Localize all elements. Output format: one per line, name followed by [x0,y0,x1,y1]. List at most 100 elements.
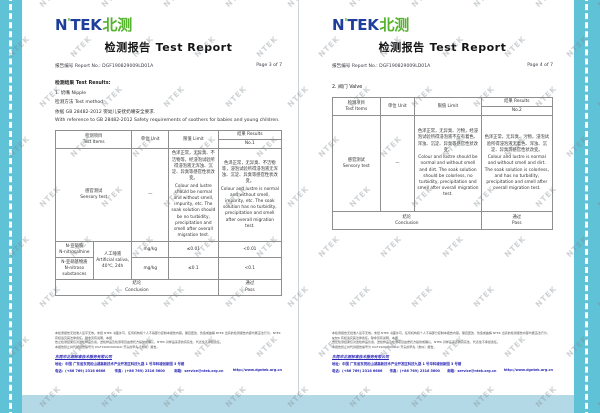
cell-limit-nitroso: ≤0.1 [168,257,219,281]
cell-unit-nitroso: mg/kg [131,257,170,281]
logo-text-beice: 北测 [102,16,133,34]
logo-text-n: N [55,16,68,34]
cell-conclusion-value: 通过 Pass [217,279,283,296]
logo-text-beice: 北测 [379,16,410,34]
cell-unit-sensory: — [131,148,170,243]
company-contact-row: 电话：(+86 769) 2316 6666 传真：(+86 769) 2316… [55,368,282,373]
report-number-label: 报告编号 Report No.: [55,64,101,69]
cell-result-nitrosamine: <0.01 [217,241,283,259]
table-row-nitrosamine: N-亚硝胺 N-nitrosamine 人工唾液 Artificial sali… [55,241,283,281]
cell-item-sensory: 感官测试 Sensory test [332,115,381,213]
report-meta-row: 报告编号 Report No.: DGF190829009LD01A Page … [332,63,553,69]
teal-edge-band-right [574,0,600,413]
cell-limit-sensory: 色泽正常，无异臭、不洁物等，经浸泡试验所得浸泡液无浑浊、沉淀、异臭等感官性状改变… [168,148,219,243]
col-header-test-items: 检测项目 Test Items [54,129,133,150]
col-header-sample-no: No.2 [480,106,554,117]
report-number: 报告编号 Report No.: DGF190829009LD01A [55,63,153,69]
col-header-sample-no: No.1 [217,139,283,150]
test-method-en: With reference to GB 28482-2012 Safety r… [55,118,280,123]
company-website: http://www.dgntek.org.cn [232,367,282,372]
col-header-results: 结果 Results [480,96,554,108]
page-4-content: N'TEK北测 检测报告 Test Report 报告编号 Report No.:… [299,16,574,231]
logo-tick-mark: ' [344,16,348,29]
col-header-limit: 限值 Limit [414,96,482,117]
logo-text-n: N [332,16,345,34]
test-results-table-valve: 检测项目 Test Items 单位 Unit 限值 Limit 结果 Resu… [332,96,554,231]
logo-tick-mark: ' [67,16,71,29]
test-results-heading: 检测结果 Test Results: [55,81,111,86]
company-fax: 传真：(+86 769) 2316 5600 [389,368,440,373]
col-header-unit: 单位 Unit [131,129,170,150]
disclaimer-line: 本检测报告无批准人签字无效。未经 NTEK 书面许可，任何机构和个人不得部分复制… [332,331,550,340]
disclaimer-line: 本报告终止并代替报告编号为 DGF190829009LD 开头的早先（类似）报告… [332,344,437,349]
company-fax: 传真：(+86 769) 2316 5600 [114,368,165,373]
disclaimer-line: 告之检测结果仅对送检样品负责，送检样品及检测项目由委托方提供或确认，NTEK 对… [55,340,223,345]
cell-unit-nitrosamine: mg/kg [131,241,170,259]
company-phone: 电话：(+86 769) 2316 6666 [55,368,106,373]
report-number-value: DGF190829009LD01A [102,64,154,69]
page-indicator: Page 3 of 7 [256,63,282,68]
cell-conclusion-label: 结论 Conclusion [55,279,219,296]
report-title-en: Test Report [155,41,233,54]
table-row-conclusion: 结论 Conclusion 通过 Pass [55,279,283,296]
cell-conclusion-label: 结论 Conclusion [332,211,482,231]
cell-item-nitroso: N-亚硝基物质 N-nitroso substances [55,257,94,281]
limit-sensory-en: Colour and lustre should be normal and w… [171,183,216,239]
sample-item-label: 1. 奶嘴 Nipple [55,90,87,96]
page-indicator: Page 4 of 7 [527,63,553,68]
logo-text-tek: TEK [70,16,102,34]
company-address: 地址：中国 广东省东莞松山湖高新技术产业开发区科技九路 1 号华科城创新园 3 … [55,362,185,367]
cell-condition-saliva: 人工唾液 Artificial saliva, 40℃, 24h [92,241,133,281]
document-sheet: N'TEK北测 检测报告 Test Report 报告编号 Report No.:… [22,0,574,395]
company-contact-row: 电话：(+86 769) 2316 6666 传真：(+86 769) 2316… [332,368,553,373]
logo-text-tek: TEK [347,16,379,34]
page-footer: 本检测报告无批准人签字无效。未经 NTEK 书面许可，任何机构和个人不得部分复制… [55,331,282,373]
test-method-label: 检测方法 Test method: [55,100,105,105]
limit-sensory-cn: 色泽正常，无异臭、污物，经浸泡试验所得浸泡液不应有着色、浑浊、沉淀、异臭等感官性… [417,129,478,153]
table-row-sensory: 感官测试 Sensory test — 色泽正常，无异臭、不洁物等，经浸泡试验所… [54,148,283,243]
cell-conclusion-value: 通过 Pass [480,211,554,231]
page-footer: 本检测报告无批准人签字无效。未经 NTEK 书面许可，任何机构和个人不得部分复制… [332,331,553,373]
limit-sensory-cn: 色泽正常，无异臭、不洁物等，经浸泡试验所得浸泡液无浑浊、沉淀、异臭等感官性状改变… [171,151,215,182]
cell-item-nitrosamine: N-亚硝胺 N-nitrosamine [55,241,94,259]
col-header-test-items: 检测项目 Test Items [332,96,381,117]
report-title: 检测报告 Test Report [55,39,282,55]
cell-limit-nitrosamine: ≤0.01 [168,241,219,259]
result-sensory-cn: 色泽正常，无异臭、污物，浸泡试验所得浸泡液无着色、浑浊、沉淀、异臭等感官性状改变… [484,135,550,153]
cell-limit-sensory: 色泽正常，无异臭、污物，经浸泡试验所得浸泡液不应有着色、浑浊、沉淀、异臭等感官性… [414,115,482,213]
limit-sensory-en: Colour and lustre should be normal and w… [417,155,479,198]
company-name: 东莞市北测标准技术服务有限公司 [55,353,112,359]
ntek-logo: N'TEK北测 [55,16,282,36]
result-sensory-cn: 色泽正常，无异臭、不洁物等，浸泡试验所得浸泡液无浑浊、沉淀、异臭等感官性状改变。 [221,160,278,185]
report-page-3: N'TEK北测 检测报告 Test Report 报告编号 Report No.:… [22,0,298,395]
dashed-cut-line [9,0,12,413]
table-row-sensory: 感官测试 Sensory test — 色泽正常，无异臭、污物，经浸泡试验所得浸… [332,115,554,213]
page-3-content: N'TEK北测 检测报告 Test Report 报告编号 Report No.:… [22,16,298,296]
col-header-limit: 限值 Limit [168,129,219,150]
report-title-cn: 检测报告 [378,41,425,54]
table-row-nitroso: N-亚硝基物质 N-nitroso substances mg/kg ≤0.1 … [55,257,283,281]
report-number-value: DGF190829009LD01A [379,64,431,69]
col-header-unit: 单位 Unit [379,96,416,117]
table-row-conclusion: 结论 Conclusion 通过 Pass [332,211,554,231]
result-sensory-en: Colour and lustre is normal and without … [220,186,279,229]
report-title-cn: 检测报告 [104,41,151,54]
company-email: 邮箱：service@ntek.org.cn [447,368,497,373]
disclaimer-line: 本检测报告无批准人签字无效。未经 NTEK 书面许可，任何机构和个人不得部分复制… [55,331,281,340]
test-results-table-nipple: 检测项目 Test Items 单位 Unit 限值 Limit 结果 Resu… [54,129,283,296]
company-name: 东莞市北测标准技术服务有限公司 [332,353,389,359]
report-number-label: 报告编号 Report No.: [332,64,378,69]
col-header-results: 结果 Results [217,129,283,141]
cell-result-sensory: 色泽正常，无异臭、污物，浸泡试验所得浸泡液无着色、浑浊、沉淀、异臭等感官性状改变… [480,115,554,213]
cell-result-nitroso: <0.1 [217,257,283,281]
report-number: 报告编号 Report No.: DGF190829009LD01A [332,63,430,69]
dashed-cut-line [585,0,588,413]
report-title: 检测报告 Test Report [332,39,553,55]
company-phone: 电话：(+86 769) 2316 6666 [332,368,383,373]
sample-item-label: 2. 阀门 Valve [332,85,363,90]
result-sensory-en: Colour and lustre is normal and without … [484,155,549,192]
disclaimer-line: 本报告终止并代替报告编号为 DGF190829009LD 开头的早先（类似）报告… [55,344,160,349]
ntek-logo: N'TEK北测 [332,16,553,36]
cell-unit-sensory: — [379,115,416,213]
